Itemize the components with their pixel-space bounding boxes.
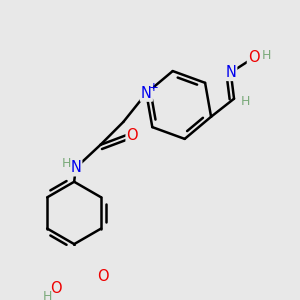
Text: N: N (141, 86, 152, 101)
Text: H: H (241, 95, 250, 109)
Text: +: + (149, 81, 159, 94)
Text: O: O (127, 128, 138, 142)
Text: N: N (225, 65, 236, 80)
Text: H: H (61, 157, 71, 170)
Text: N: N (70, 160, 81, 175)
Text: O: O (50, 281, 62, 296)
Text: H: H (262, 49, 272, 62)
Text: O: O (97, 269, 109, 284)
Text: H: H (42, 290, 52, 300)
Text: O: O (248, 50, 260, 65)
